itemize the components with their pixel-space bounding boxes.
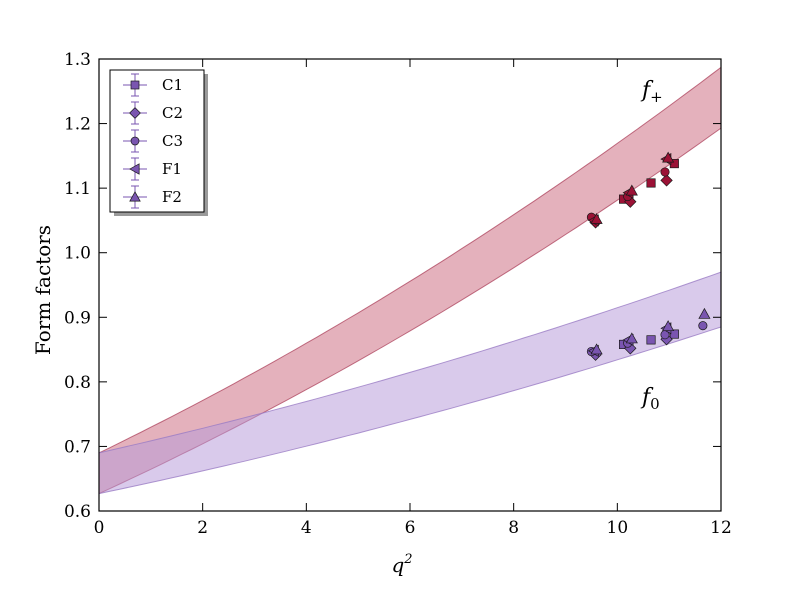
- legend-entry-c3: C3: [123, 129, 183, 153]
- y-tick-label-5: 1.1: [64, 179, 91, 199]
- point-fzero-c1-2: [669, 329, 679, 339]
- point-fzero-f2-1: [625, 332, 638, 344]
- legend-label-f1: F1: [162, 160, 182, 178]
- points-layer: [586, 151, 711, 361]
- x-axis-label-superscript: 2: [403, 552, 412, 567]
- y-tick-label-6: 1.2: [64, 115, 91, 135]
- point-fplus-f2-2: [662, 151, 675, 163]
- legend-entry-c1: C1: [123, 73, 183, 97]
- legend-marker-c3: [130, 136, 140, 146]
- fzero-annotation-subscript: 0: [650, 395, 660, 413]
- x-tick-label-5: 10: [607, 518, 629, 538]
- ticks-layer: 0 2 4 6 8 10 12 0.6 0.7 0.8 0.9 1.0 1.1 1.2 1.3: [64, 50, 732, 538]
- legend-marker-c2: [129, 107, 141, 119]
- x-axis-label-base: q: [391, 553, 404, 577]
- point-fplus-f2-1: [625, 184, 638, 196]
- point-fzero-f2-0: [590, 343, 603, 355]
- legend-label-f2: F2: [162, 188, 182, 206]
- legend-entry-f1: F1: [123, 157, 182, 181]
- legend-label-c3: C3: [162, 132, 183, 150]
- legend-marker-f2: [129, 191, 141, 202]
- y-tick-label-2: 0.8: [64, 373, 91, 393]
- x-tick-label-2: 4: [301, 518, 312, 538]
- y-tick-label-7: 1.3: [64, 50, 91, 70]
- fplus-annotation-subscript: +: [650, 88, 663, 106]
- legend-label-c2: C2: [162, 104, 183, 122]
- legend-entry-f2: F2: [123, 185, 182, 209]
- legend-label-c1: C1: [162, 76, 183, 94]
- x-tick-label-0: 0: [94, 518, 105, 538]
- point-fplus-c1-1: [646, 178, 656, 188]
- y-tick-label-1: 0.7: [64, 437, 91, 457]
- point-fzero-f2-2: [662, 320, 675, 332]
- legend-marker-f1: [129, 163, 140, 175]
- point-fplus-c3-2: [660, 167, 670, 177]
- x-tick-label-3: 6: [405, 518, 416, 538]
- legend-marker-c1: [130, 80, 140, 90]
- legend-entry-c2: C2: [123, 101, 183, 125]
- point-fplus-f2-0: [590, 212, 603, 224]
- point-fzero-f2-3: [698, 307, 711, 319]
- y-tick-label-0: 0.6: [64, 502, 91, 522]
- x-axis-label: q2: [391, 552, 412, 577]
- fplus-annotation: f+: [640, 78, 663, 106]
- fzero-annotation: f0: [640, 385, 660, 413]
- y-axis-label: Form factors: [31, 225, 55, 355]
- point-fzero-c1-1: [646, 335, 656, 345]
- y-tick-label-3: 0.9: [64, 308, 91, 328]
- point-fzero-c3-3: [698, 321, 708, 331]
- point-fplus-c2-2: [660, 174, 673, 187]
- y-tick-label-4: 1.0: [64, 244, 91, 264]
- x-tick-label-1: 2: [197, 518, 208, 538]
- x-tick-label-4: 8: [508, 518, 519, 538]
- legend: C1 C2 C3 F1 F2: [109, 69, 208, 216]
- x-tick-label-6: 12: [710, 518, 732, 538]
